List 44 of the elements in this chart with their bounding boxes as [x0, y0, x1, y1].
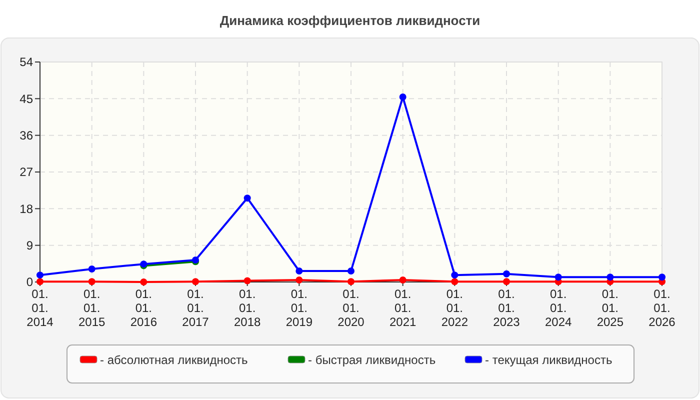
point: [606, 274, 614, 281]
point: [244, 194, 251, 202]
point: [503, 278, 510, 286]
legend-label: - текущая ликвидность: [485, 353, 612, 367]
point: [399, 276, 406, 284]
point: [348, 268, 354, 274]
y-tick-label: 27: [20, 165, 34, 180]
point: [140, 278, 148, 286]
legend-label: - абсолютная ликвидность: [100, 353, 248, 367]
x-tick-label: 01. 01. 2016: [130, 287, 158, 329]
x-tick-label: 01. 01. 2026: [648, 287, 676, 329]
x-tick-label: 01. 01. 2017: [182, 287, 210, 329]
x-tick-label: 01. 01. 2023: [493, 287, 520, 329]
point: [658, 274, 666, 281]
x-tick-label: 01. 01. 2019: [286, 287, 313, 329]
x-tick-label: 01. 01. 2018: [234, 287, 262, 329]
point: [88, 265, 96, 272]
chart-title: Динамика коэффициентов ликвидности: [220, 13, 480, 28]
y-tick-label: 45: [20, 92, 34, 106]
point: [296, 276, 303, 284]
y-tick-label: 9: [26, 238, 34, 253]
point: [554, 274, 562, 281]
y-tick-label: 0: [26, 275, 34, 290]
point: [348, 278, 354, 286]
point: [503, 270, 510, 278]
x-tick-label: 01. 01. 2020: [338, 287, 365, 329]
x-tick-label: 01. 01. 2014: [26, 287, 54, 329]
y-tick-label: 54: [20, 55, 34, 70]
x-tick-label: 01. 01. 2024: [544, 287, 572, 329]
x-tick-label: 01. 01. 2021: [389, 287, 417, 329]
point: [36, 272, 44, 279]
point: [296, 268, 303, 274]
y-tick-label: 18: [20, 202, 34, 216]
point: [451, 278, 458, 286]
point: [192, 278, 199, 286]
point: [451, 272, 458, 279]
point: [244, 277, 251, 284]
y-tick-label: 36: [20, 128, 34, 143]
x-tick-label: 01. 01. 2015: [78, 287, 106, 329]
x-tick-label: 01. 01. 2025: [596, 287, 624, 329]
point: [88, 278, 96, 286]
legend-label: - быстрая ликвидность: [308, 353, 436, 367]
x-tick-label: 01. 01. 2022: [441, 287, 468, 329]
point: [399, 94, 406, 101]
